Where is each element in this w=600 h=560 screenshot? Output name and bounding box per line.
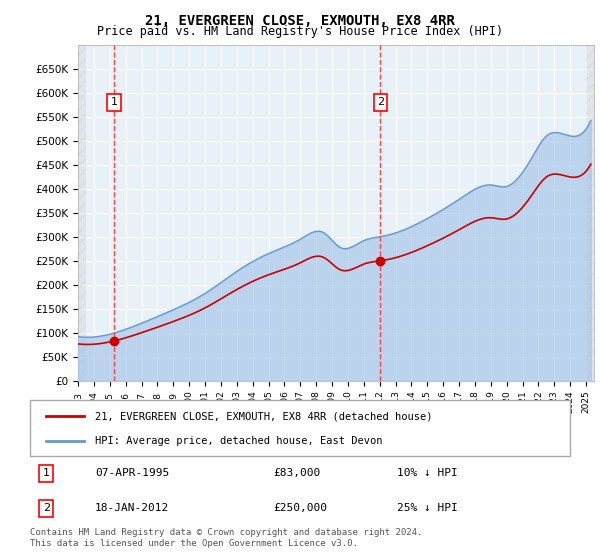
Text: 2: 2 [377,97,384,108]
Text: 21, EVERGREEN CLOSE, EXMOUTH, EX8 4RR (detached house): 21, EVERGREEN CLOSE, EXMOUTH, EX8 4RR (d… [95,411,432,421]
Text: HPI: Average price, detached house, East Devon: HPI: Average price, detached house, East… [95,436,382,446]
Text: 1: 1 [43,468,50,478]
Text: Price paid vs. HM Land Registry's House Price Index (HPI): Price paid vs. HM Land Registry's House … [97,25,503,38]
Text: 07-APR-1995: 07-APR-1995 [95,468,169,478]
Text: 2: 2 [43,503,50,514]
FancyBboxPatch shape [30,400,570,456]
Text: £250,000: £250,000 [273,503,327,514]
Text: 1: 1 [110,97,118,108]
Text: £83,000: £83,000 [273,468,320,478]
Bar [586,45,594,381]
Text: 18-JAN-2012: 18-JAN-2012 [95,503,169,514]
Text: 25% ↓ HPI: 25% ↓ HPI [397,503,458,514]
Bar [78,45,86,381]
Text: Contains HM Land Registry data © Crown copyright and database right 2024.
This d: Contains HM Land Registry data © Crown c… [30,528,422,548]
Text: 10% ↓ HPI: 10% ↓ HPI [397,468,458,478]
Text: 21, EVERGREEN CLOSE, EXMOUTH, EX8 4RR: 21, EVERGREEN CLOSE, EXMOUTH, EX8 4RR [145,14,455,28]
